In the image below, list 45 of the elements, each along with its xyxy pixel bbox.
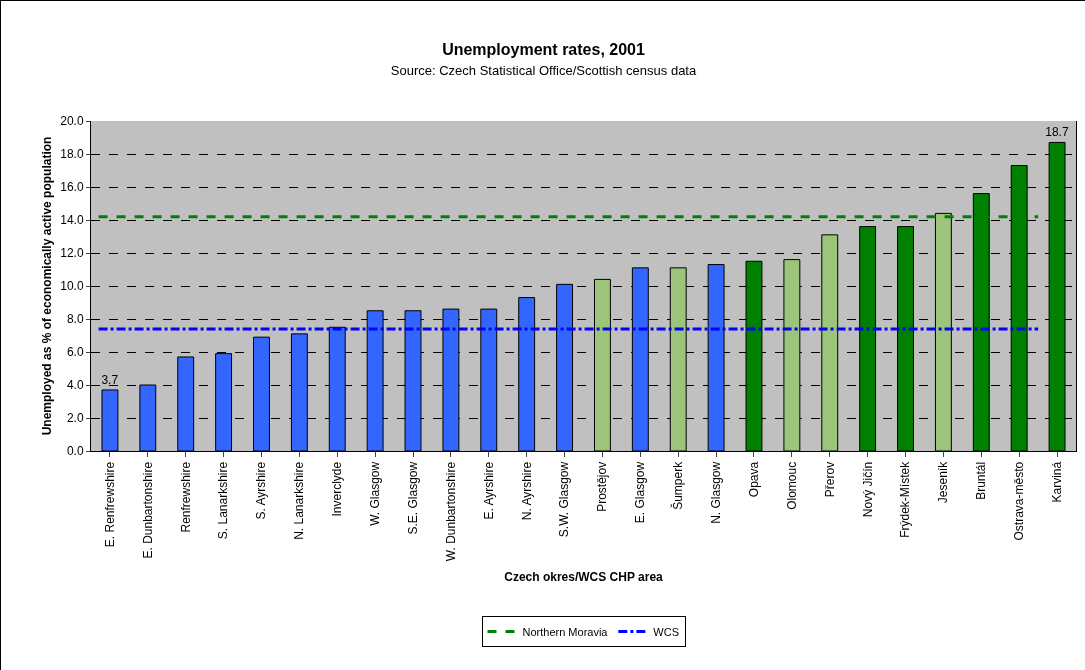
x-tick-label: Renfrewshire (178, 461, 193, 533)
chart-title: Unemployment rates, 2001 (442, 40, 645, 58)
x-tick-label: Bruntál (974, 461, 989, 500)
x-tick-label: Inverclyde (330, 461, 345, 517)
x-tick-label: Jeseník (936, 460, 951, 504)
y-tick-label: 14.0 (60, 213, 84, 228)
legend-label: Northern Moravia (522, 625, 609, 638)
x-tick-label: Frýdek-Místek (898, 460, 913, 538)
data-label: 3.7 (101, 372, 119, 387)
x-tick-label: N. Lanarkshire (292, 461, 307, 540)
x-axis-title: Czech okres/WCS CHP area (504, 570, 664, 585)
x-tick-label: Opava (746, 461, 761, 498)
x-tick-label: N. Ayrshire (519, 461, 534, 521)
y-tick-label: 20.0 (60, 114, 84, 129)
x-tick-label: E. Renfrewshire (102, 461, 117, 548)
y-tick-label: 16.0 (60, 180, 84, 195)
x-tick-label: S. Lanarkshire (216, 461, 231, 540)
data-label: 18.7 (1045, 125, 1069, 140)
legend-label: WCS (653, 625, 680, 638)
x-tick-label: Prostějov (595, 461, 610, 512)
x-tick-label: Nový Jičín (860, 461, 875, 518)
x-tick-label: N. Glasgow (709, 461, 723, 524)
x-tick-label: W. Glasgow (368, 461, 383, 526)
x-tick-label: E. Ayrshire (481, 461, 496, 520)
y-tick-label: 0.0 (66, 444, 84, 459)
x-tick-label: E. Glasgow (633, 461, 648, 524)
y-axis-title: Unemployed as % of economically active population (39, 136, 54, 436)
x-tick-label: S.W. Glasgow (557, 461, 572, 538)
y-tick-label: 6.0 (66, 345, 84, 360)
y-tick-label: 10.0 (60, 279, 84, 294)
x-tick-label: W. Dunbartonshire (443, 461, 458, 562)
chart-subtitle: Source: Czech Statistical Office/Scottish census data (390, 63, 697, 79)
y-tick-label: 12.0 (60, 246, 84, 261)
x-tick-label: Přerov (822, 461, 837, 498)
y-tick-label: 2.0 (66, 411, 84, 426)
x-tick-label: S. Ayrshire (254, 461, 269, 520)
x-tick-label: Šumperk (670, 460, 686, 510)
y-tick-label: 8.0 (66, 312, 84, 327)
x-tick-label: S.E. Glasgow (405, 461, 420, 535)
y-tick-label: 4.0 (66, 378, 84, 393)
y-tick-label: 18.0 (60, 147, 84, 162)
x-tick-label: Olomouc (784, 461, 799, 510)
x-tick-label: Ostrava-město (1012, 461, 1027, 541)
x-tick-label: Karviná (1049, 461, 1064, 503)
x-tick-label: E. Dunbartonshire (140, 461, 155, 559)
